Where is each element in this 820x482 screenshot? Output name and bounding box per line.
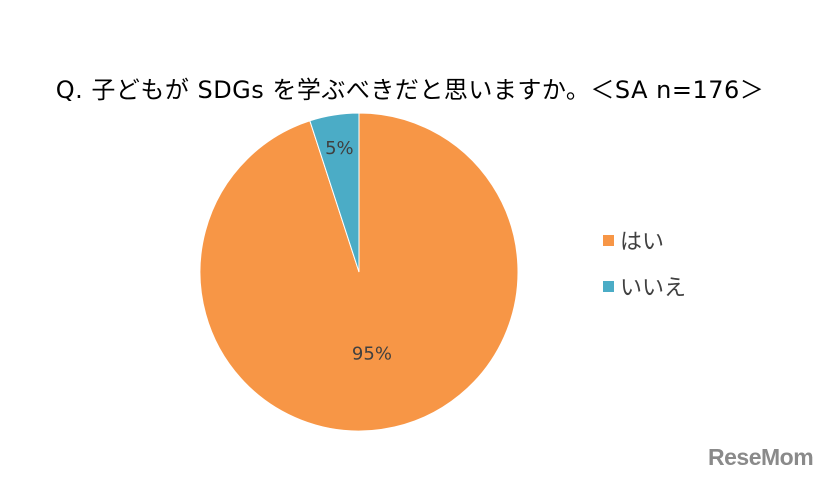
data-label-yes: 95% — [352, 344, 392, 365]
data-label-no: 5% — [325, 138, 354, 159]
legend-item-yes: はい — [603, 226, 686, 255]
legend-swatch-yes — [603, 234, 614, 246]
legend-label-yes: はい — [620, 230, 665, 255]
slice-no — [309, 112, 360, 273]
legend: はい いいえ — [603, 226, 686, 318]
chart-title: Q. 子どもが SDGs を学ぶべきだと思いますか。＜SA n=176＞ — [55, 76, 765, 104]
legend-label-no: いいえ — [620, 276, 687, 301]
legend-item-no: いいえ — [603, 272, 687, 301]
legend-swatch-no — [603, 280, 614, 292]
resemom-logo: ReseMom — [708, 444, 814, 470]
